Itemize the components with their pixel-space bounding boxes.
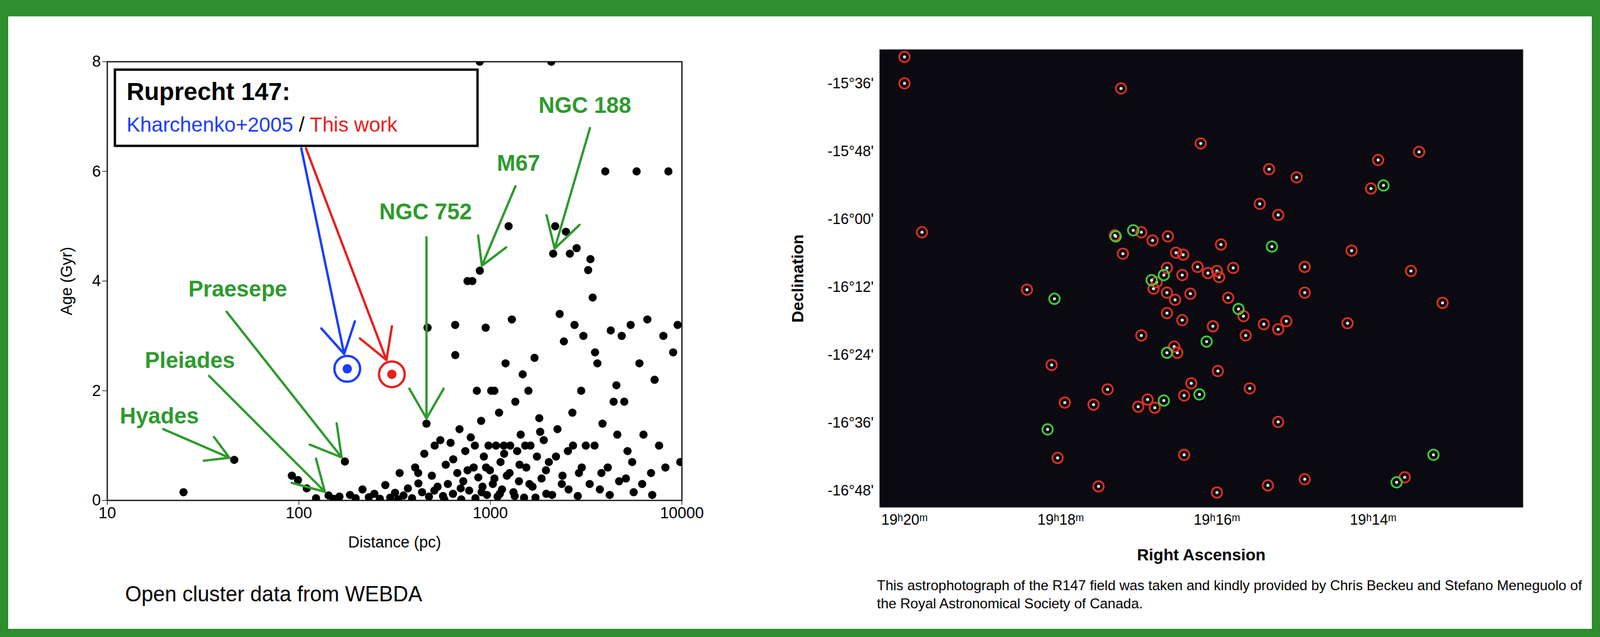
svg-text:NGC 752: NGC 752 [379, 199, 472, 224]
svg-text:0: 0 [92, 491, 101, 509]
svg-text:NGC 188: NGC 188 [538, 92, 631, 118]
svg-text:19ʰ18ᵐ: 19ʰ18ᵐ [1037, 510, 1085, 528]
svg-text:19ʰ20ᵐ: 19ʰ20ᵐ [880, 510, 928, 528]
svg-text:8: 8 [91, 52, 101, 71]
svg-text:Kharchenko+2005 / This work: Kharchenko+2005 / This work [126, 112, 398, 136]
svg-text:2: 2 [91, 381, 101, 400]
svg-text:19ʰ14ᵐ: 19ʰ14ᵐ [1349, 510, 1397, 528]
svg-text:-16°48': -16°48' [827, 481, 874, 499]
svg-text:Praesepe: Praesepe [188, 276, 288, 302]
svg-text:100: 100 [285, 503, 313, 522]
svg-text:-16°36': -16°36' [827, 413, 874, 431]
html-text:This astrophotograph of the R1: This astrophotograph of the R147 field w… [876, 576, 1582, 612]
svg-text:Age (Gyr): Age (Gyr) [57, 246, 76, 316]
svg-text:M67: M67 [496, 150, 541, 176]
svg-text:10: 10 [98, 503, 116, 522]
svg-text:Pleiades: Pleiades [144, 347, 236, 373]
svg-text:1000: 1000 [472, 503, 509, 522]
svg-text:Hyades: Hyades [119, 403, 199, 428]
svg-text:Declination: Declination [788, 234, 807, 323]
svg-text:19ʰ16ᵐ: 19ʰ16ᵐ [1193, 510, 1241, 528]
svg-text:Distance (pc): Distance (pc) [347, 533, 441, 551]
svg-text:Right Ascension: Right Ascension [1137, 545, 1266, 564]
svg-text:-15°48': -15°48' [827, 142, 874, 160]
html-text:Open cluster data from WEBDA: Open cluster data from WEBDA [125, 581, 423, 606]
svg-text:4: 4 [91, 271, 101, 290]
svg-text:-16°24': -16°24' [827, 346, 874, 363]
svg-text:10000: 10000 [659, 503, 704, 522]
svg-text:-16°00': -16°00' [827, 210, 874, 227]
svg-text:6: 6 [91, 162, 101, 181]
svg-text:-16°12': -16°12' [827, 278, 874, 295]
svg-text:-15°36': -15°36' [827, 74, 874, 92]
svg-text:Ruprecht 147:: Ruprecht 147: [126, 77, 290, 106]
